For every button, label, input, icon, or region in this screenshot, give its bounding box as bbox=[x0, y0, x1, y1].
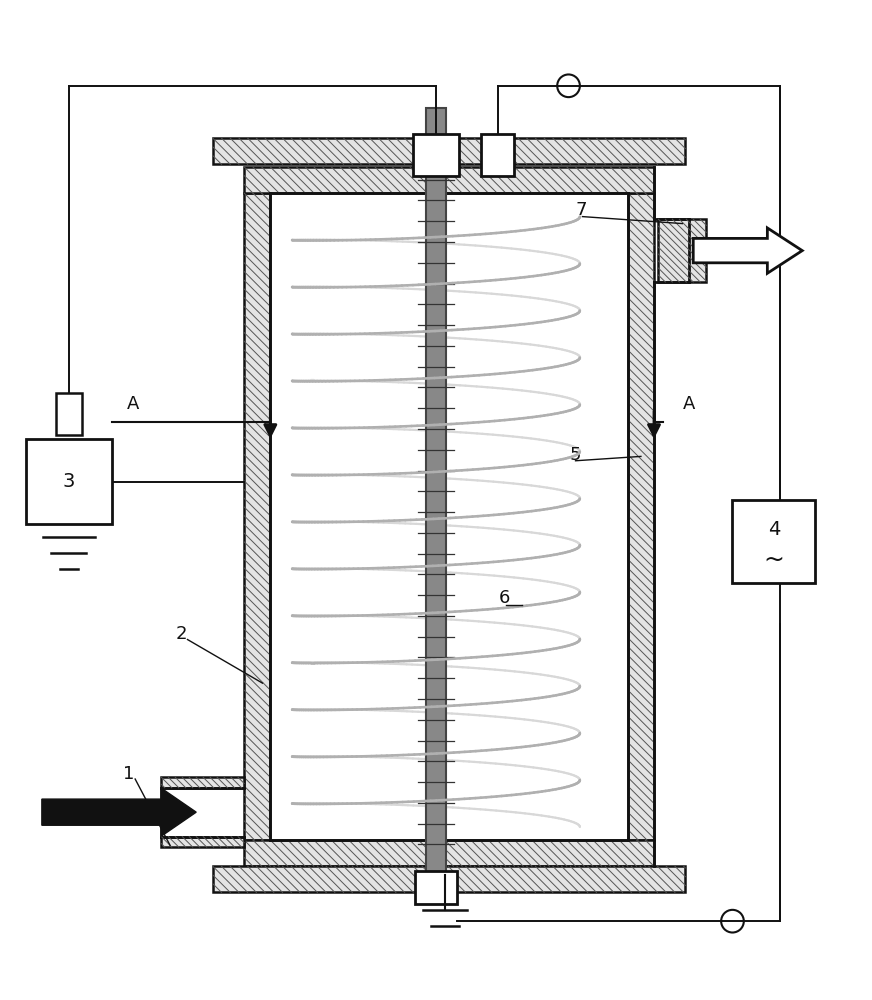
Text: 6: 6 bbox=[498, 589, 510, 607]
Bar bbox=[26, 439, 112, 524]
Text: 4: 4 bbox=[767, 520, 780, 539]
Text: 3: 3 bbox=[63, 472, 75, 491]
Text: A: A bbox=[683, 395, 695, 413]
Text: 5: 5 bbox=[569, 446, 582, 464]
Bar bbox=[658, 219, 706, 282]
Text: A: A bbox=[127, 395, 140, 413]
Bar bbox=[213, 866, 685, 892]
Bar bbox=[244, 167, 654, 193]
Text: ~: ~ bbox=[764, 548, 784, 572]
FancyArrow shape bbox=[42, 788, 196, 836]
Text: 2: 2 bbox=[175, 625, 187, 643]
Bar bbox=[413, 134, 459, 176]
Bar bbox=[415, 871, 457, 904]
Bar bbox=[161, 777, 244, 788]
Bar bbox=[161, 837, 244, 847]
Bar bbox=[481, 134, 514, 176]
Bar bbox=[244, 193, 270, 840]
Text: 7: 7 bbox=[575, 201, 587, 219]
Bar bbox=[628, 193, 654, 840]
Bar bbox=[732, 500, 815, 583]
Bar bbox=[244, 840, 654, 866]
Text: 1: 1 bbox=[123, 765, 135, 783]
Bar bbox=[213, 138, 685, 164]
Bar bbox=[56, 393, 82, 435]
Bar bbox=[426, 108, 446, 875]
FancyArrow shape bbox=[693, 228, 802, 273]
